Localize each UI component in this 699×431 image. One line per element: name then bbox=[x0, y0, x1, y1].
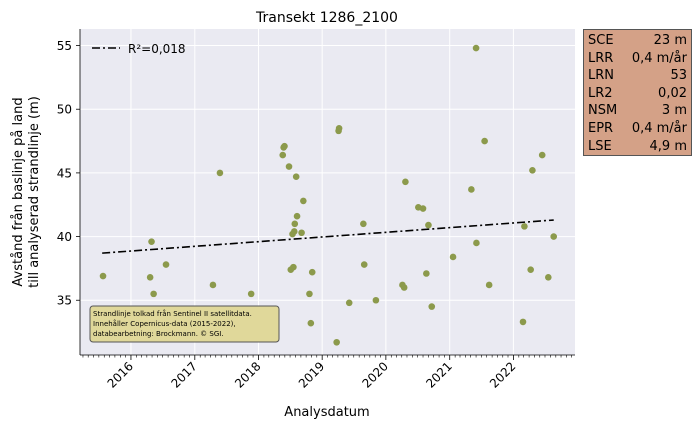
data-point bbox=[247, 290, 255, 298]
x-tick-label: 2018 bbox=[232, 359, 263, 390]
annotation-line-3: databearbetning: Brockmann. © SGI. bbox=[93, 330, 224, 338]
data-point bbox=[485, 281, 493, 289]
stat-label: LSE bbox=[588, 138, 612, 154]
points-layer bbox=[99, 44, 558, 346]
data-point bbox=[360, 261, 368, 268]
x-tick-label: 2016 bbox=[105, 359, 136, 390]
data-point bbox=[279, 151, 287, 159]
data-point bbox=[333, 338, 340, 346]
data-point bbox=[216, 169, 224, 177]
annotation-line-2: Innehåller Copernicus-data (2015-2022), bbox=[93, 319, 236, 328]
data-point bbox=[150, 290, 157, 298]
data-point bbox=[285, 163, 293, 170]
data-point bbox=[300, 197, 307, 205]
data-point bbox=[423, 270, 430, 277]
stat-label: SCE bbox=[588, 33, 614, 48]
data-point bbox=[402, 178, 409, 186]
stat-value: 0,02 bbox=[658, 85, 687, 101]
data-point bbox=[335, 125, 343, 132]
x-tick-label: 2017 bbox=[168, 359, 199, 390]
stat-value: 4,9 m bbox=[649, 138, 687, 154]
stat-row-lse: LSE 4,9 m bbox=[588, 138, 687, 156]
x-axis-ticks: 2016 2017 2018 2019 2020 2021 2022 bbox=[105, 355, 519, 391]
data-point bbox=[209, 281, 217, 289]
data-point bbox=[290, 228, 298, 235]
data-point bbox=[307, 319, 315, 327]
stat-label: EPR bbox=[588, 120, 614, 136]
grid bbox=[80, 29, 575, 355]
minor-ticks bbox=[82, 355, 572, 358]
y-tick-label: 55 bbox=[57, 39, 72, 53]
stats-box: SCE 23 m LRR 0,4 m/år LRN 53 LR2 0,02 NSM 3 m… bbox=[583, 29, 692, 156]
stat-value: 23 m bbox=[653, 33, 687, 48]
annotation-background bbox=[89, 305, 280, 343]
data-point bbox=[538, 151, 546, 159]
data-point bbox=[281, 142, 288, 150]
y-tick-label: 45 bbox=[57, 166, 72, 180]
data-point bbox=[529, 167, 536, 174]
data-point bbox=[400, 284, 408, 291]
x-axis-label: Analysdatum bbox=[284, 405, 369, 420]
data-point bbox=[468, 186, 475, 193]
stat-value: 0,4 m/år bbox=[631, 50, 687, 66]
trend-line bbox=[102, 219, 554, 254]
data-point bbox=[428, 303, 436, 310]
data-point bbox=[99, 272, 107, 280]
stat-row-lr2: LR2 0,02 bbox=[588, 85, 687, 103]
stat-row-epr: EPR 0,4 m/år bbox=[588, 120, 687, 138]
stat-label: NSM bbox=[588, 103, 618, 119]
data-point bbox=[519, 318, 527, 326]
data-point bbox=[293, 212, 301, 220]
x-tick-label: 2022 bbox=[487, 359, 518, 390]
data-point bbox=[146, 274, 154, 281]
stat-row-nsm: NSM 3 m bbox=[588, 102, 687, 120]
y-tick-label: 50 bbox=[57, 103, 72, 117]
data-point bbox=[148, 238, 155, 245]
data-point bbox=[550, 233, 558, 240]
annotation-box: Strandlinje tolkad från Sentinel II sate… bbox=[89, 305, 280, 343]
stat-label: LR2 bbox=[588, 85, 613, 101]
stat-row-lrn: LRN 53 bbox=[588, 67, 687, 85]
data-point bbox=[545, 274, 552, 281]
y-axis-ticks: 35 40 45 50 55 bbox=[57, 39, 80, 308]
data-point bbox=[449, 253, 457, 261]
y-axis-label-line-1: Avstånd från baslinje på land bbox=[11, 97, 26, 286]
data-point bbox=[292, 173, 300, 181]
data-point bbox=[419, 205, 427, 212]
data-point bbox=[345, 299, 353, 307]
data-point bbox=[481, 137, 488, 145]
data-point bbox=[291, 220, 299, 228]
legend: R²=0,018 bbox=[92, 42, 186, 56]
x-tick-label: 2021 bbox=[423, 359, 454, 390]
stat-row-lrr: LRR 0,4 m/år bbox=[588, 50, 687, 68]
data-point bbox=[527, 266, 534, 273]
data-point bbox=[298, 229, 305, 237]
chart-title: Transekt 1286_2100 bbox=[255, 10, 398, 26]
stat-label: LRN bbox=[588, 68, 614, 84]
x-tick-label: 2020 bbox=[359, 359, 390, 390]
trend-layer bbox=[102, 219, 554, 254]
data-point bbox=[290, 263, 297, 271]
y-axis-label-line-2: till analyserad strandlinje (m) bbox=[27, 96, 42, 288]
data-point bbox=[306, 290, 313, 298]
data-point bbox=[308, 268, 316, 276]
annotation-line-1: Strandlinje tolkad från Sentinel II sate… bbox=[93, 309, 252, 318]
y-tick-label: 35 bbox=[57, 294, 72, 308]
data-point bbox=[473, 239, 480, 247]
data-point bbox=[360, 220, 367, 228]
y-tick-label: 40 bbox=[57, 230, 72, 244]
data-point bbox=[521, 223, 528, 230]
data-point bbox=[472, 44, 480, 52]
stat-value: 3 m bbox=[661, 103, 687, 119]
data-point bbox=[162, 261, 170, 268]
stat-row-sce: SCE 23 m bbox=[588, 32, 687, 50]
stat-value: 53 bbox=[670, 68, 687, 84]
stat-value: 0,4 m/år bbox=[631, 120, 687, 136]
data-point bbox=[425, 221, 432, 229]
legend-label: R²=0,018 bbox=[128, 42, 186, 56]
data-point bbox=[372, 296, 380, 304]
stat-label: LRR bbox=[588, 50, 614, 66]
x-tick-label: 2019 bbox=[296, 359, 327, 390]
